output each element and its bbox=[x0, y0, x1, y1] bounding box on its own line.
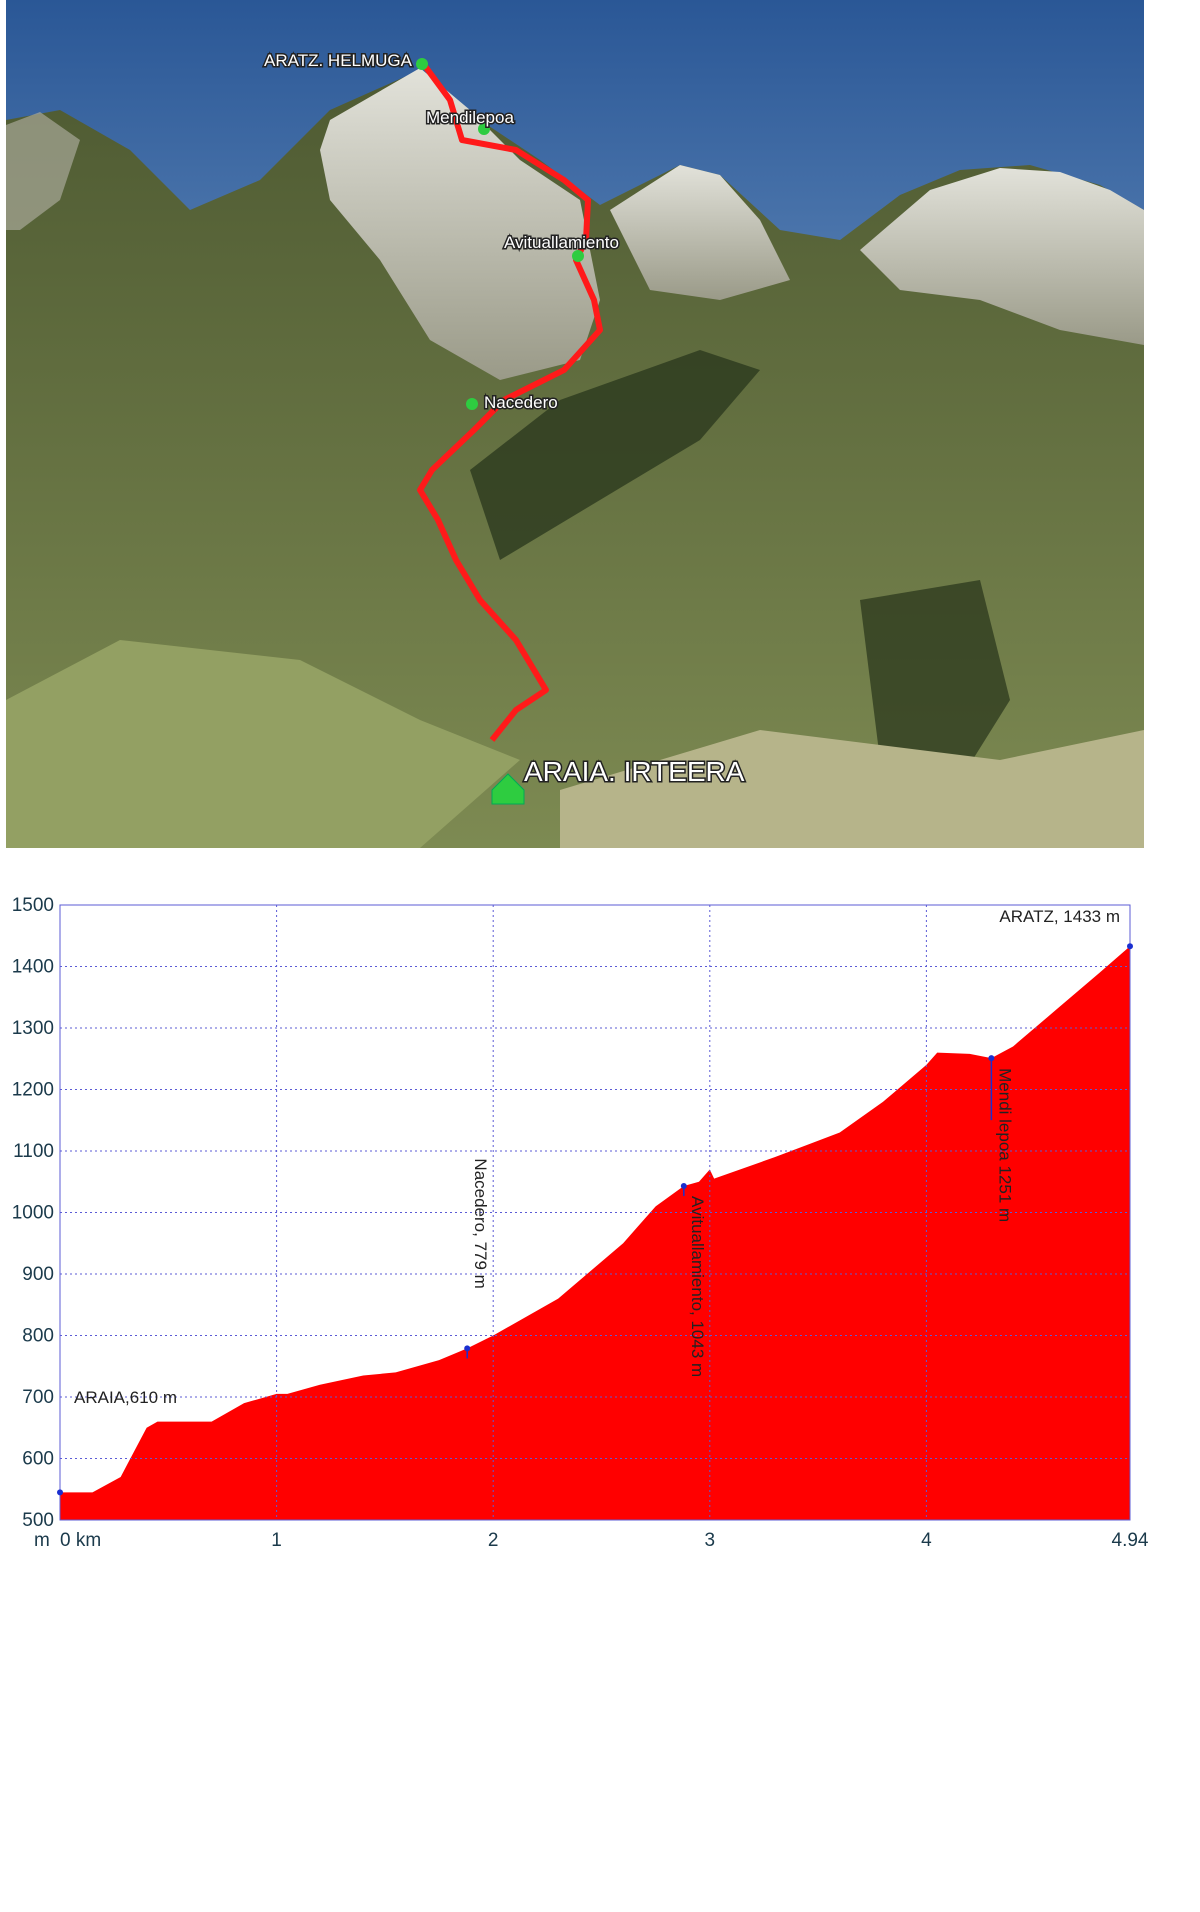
annotation: Mendi lepoa 1251 m bbox=[995, 1068, 1014, 1222]
y-tick-label: 1000 bbox=[12, 1203, 54, 1224]
x-tick-label: 4 bbox=[921, 1530, 932, 1551]
start-icon bbox=[491, 773, 525, 805]
annotation: Nacedero, 779 m bbox=[471, 1158, 490, 1288]
y-tick-label: 1100 bbox=[13, 1141, 54, 1162]
waypoint bbox=[572, 250, 584, 262]
rock-mid bbox=[610, 165, 790, 300]
x-tick-label: 1 bbox=[271, 1530, 282, 1551]
waypoint bbox=[478, 123, 490, 135]
rock-left bbox=[6, 112, 80, 230]
x-tick-label: 2 bbox=[488, 1530, 499, 1551]
y-tick-label: 500 bbox=[22, 1510, 54, 1531]
forest bbox=[470, 350, 760, 560]
waypoint bbox=[416, 58, 428, 70]
forest-right bbox=[860, 580, 1010, 780]
y-axis-unit: m bbox=[34, 1530, 50, 1551]
y-tick-label: 900 bbox=[22, 1264, 54, 1285]
y-tick-label: 1200 bbox=[12, 1080, 54, 1101]
map-label: Mendilepoa bbox=[426, 108, 514, 127]
y-tick-label: 1300 bbox=[12, 1018, 54, 1039]
annotation-point bbox=[1127, 943, 1133, 950]
elevation-area bbox=[60, 946, 1130, 1520]
chart: 500 600 700 800 900 1000 1100 1200 1300 1400 1500 0… bbox=[12, 895, 1149, 1551]
x-tick-label: 3 bbox=[705, 1530, 716, 1551]
y-tick-label: 700 bbox=[22, 1387, 54, 1408]
map-label: ARAIA. IRTEERA bbox=[524, 756, 745, 787]
annotation: Avituallamiento, 1043 m bbox=[688, 1196, 707, 1377]
route bbox=[417, 60, 603, 742]
x-tick-label: 0 km bbox=[60, 1530, 101, 1551]
annotation-point bbox=[57, 1489, 63, 1496]
annotation: ARATZ, 1433 m bbox=[999, 907, 1120, 926]
waypoint bbox=[466, 398, 478, 410]
fields bbox=[6, 640, 520, 848]
y-tick-label: 800 bbox=[22, 1326, 54, 1347]
rock-main bbox=[320, 68, 600, 380]
field-right bbox=[560, 730, 1144, 848]
annotation: ARAIA,610 m bbox=[74, 1388, 177, 1407]
y-tick-label: 1400 bbox=[12, 957, 54, 978]
y-tick-label: 600 bbox=[22, 1449, 54, 1470]
map-label: Avituallamiento bbox=[504, 233, 619, 252]
map-label: Nacedero bbox=[484, 393, 558, 412]
rock-right bbox=[860, 168, 1144, 345]
x-tick-label: 4.94 bbox=[1112, 1530, 1149, 1551]
map-label: ARATZ. HELMUGA bbox=[264, 51, 413, 70]
map: ARATZ. HELMUGA Mendilepoa Avituallamient… bbox=[6, 0, 1144, 848]
plot-frame bbox=[59, 904, 1131, 1521]
y-tick-label: 1500 bbox=[12, 895, 54, 916]
